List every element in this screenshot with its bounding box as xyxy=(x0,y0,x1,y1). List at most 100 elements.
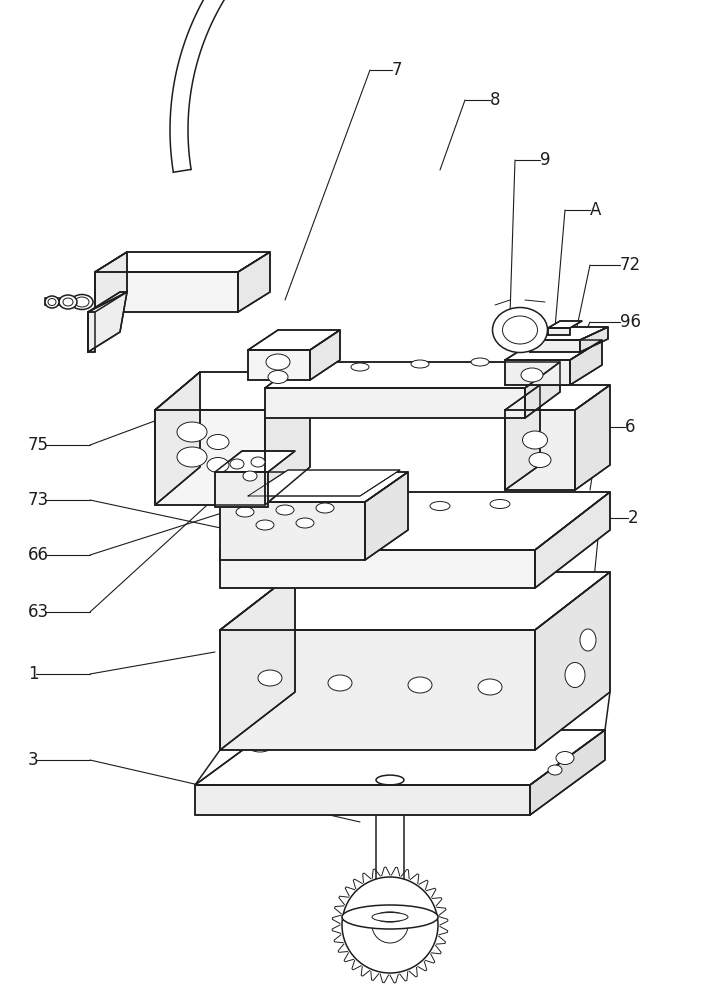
Polygon shape xyxy=(220,572,610,630)
Text: 7: 7 xyxy=(392,61,403,79)
Ellipse shape xyxy=(266,354,290,370)
Polygon shape xyxy=(220,502,365,560)
Polygon shape xyxy=(580,327,608,352)
Text: 72: 72 xyxy=(620,256,641,274)
Text: 9: 9 xyxy=(540,151,551,169)
Ellipse shape xyxy=(503,316,538,344)
Polygon shape xyxy=(248,330,340,350)
Polygon shape xyxy=(220,550,535,588)
Ellipse shape xyxy=(430,502,450,510)
Ellipse shape xyxy=(408,677,432,693)
Polygon shape xyxy=(88,292,127,352)
Ellipse shape xyxy=(251,457,265,467)
Text: 75: 75 xyxy=(28,436,49,454)
Ellipse shape xyxy=(258,670,282,686)
Ellipse shape xyxy=(529,452,551,468)
Polygon shape xyxy=(365,472,408,560)
Ellipse shape xyxy=(328,675,352,691)
Ellipse shape xyxy=(296,518,314,528)
Ellipse shape xyxy=(268,370,288,383)
Polygon shape xyxy=(265,388,525,418)
Circle shape xyxy=(372,907,408,943)
Ellipse shape xyxy=(45,296,59,308)
Polygon shape xyxy=(505,385,610,410)
Polygon shape xyxy=(530,340,580,352)
Text: 63: 63 xyxy=(28,603,49,621)
Ellipse shape xyxy=(479,729,501,739)
Polygon shape xyxy=(505,360,570,385)
Ellipse shape xyxy=(351,363,369,371)
Ellipse shape xyxy=(365,504,385,512)
Text: A: A xyxy=(590,201,601,219)
Ellipse shape xyxy=(556,752,574,764)
Polygon shape xyxy=(530,327,608,340)
Ellipse shape xyxy=(580,629,596,651)
Ellipse shape xyxy=(75,297,89,307)
Ellipse shape xyxy=(243,471,257,481)
Text: 1: 1 xyxy=(28,665,39,683)
Ellipse shape xyxy=(419,732,441,742)
Polygon shape xyxy=(248,350,310,380)
Ellipse shape xyxy=(48,298,56,306)
Polygon shape xyxy=(155,372,200,505)
Polygon shape xyxy=(155,372,310,410)
Text: 96: 96 xyxy=(620,313,641,331)
Text: 8: 8 xyxy=(490,91,500,109)
Ellipse shape xyxy=(521,368,543,382)
Text: 3: 3 xyxy=(28,751,39,769)
Polygon shape xyxy=(155,410,265,505)
Polygon shape xyxy=(215,451,295,472)
Polygon shape xyxy=(505,385,540,490)
Polygon shape xyxy=(220,472,408,502)
Polygon shape xyxy=(215,472,268,507)
Ellipse shape xyxy=(376,912,404,922)
Text: 73: 73 xyxy=(28,491,49,509)
Ellipse shape xyxy=(471,358,489,366)
Ellipse shape xyxy=(523,431,548,449)
Polygon shape xyxy=(195,730,605,785)
Ellipse shape xyxy=(230,459,244,469)
Text: 66: 66 xyxy=(28,546,49,564)
Polygon shape xyxy=(265,362,560,388)
Polygon shape xyxy=(265,372,310,505)
Ellipse shape xyxy=(250,508,270,516)
Ellipse shape xyxy=(59,295,77,309)
Ellipse shape xyxy=(256,520,274,530)
Polygon shape xyxy=(530,730,605,815)
Polygon shape xyxy=(535,572,610,750)
Polygon shape xyxy=(310,330,340,380)
Ellipse shape xyxy=(493,308,548,353)
Polygon shape xyxy=(220,572,295,750)
Polygon shape xyxy=(238,252,270,312)
Ellipse shape xyxy=(300,506,320,514)
Ellipse shape xyxy=(478,679,502,695)
Text: 2: 2 xyxy=(628,509,638,527)
Polygon shape xyxy=(548,321,582,328)
Ellipse shape xyxy=(236,507,254,517)
Polygon shape xyxy=(88,312,95,352)
Ellipse shape xyxy=(490,499,510,508)
Ellipse shape xyxy=(376,775,404,785)
Ellipse shape xyxy=(372,912,408,922)
Ellipse shape xyxy=(299,737,321,747)
Polygon shape xyxy=(535,492,610,588)
Polygon shape xyxy=(575,385,610,490)
Ellipse shape xyxy=(565,662,585,688)
Ellipse shape xyxy=(207,458,229,473)
Polygon shape xyxy=(505,410,575,490)
Ellipse shape xyxy=(316,503,334,513)
Text: 6: 6 xyxy=(625,418,636,436)
Polygon shape xyxy=(195,785,530,815)
Polygon shape xyxy=(95,252,127,312)
Ellipse shape xyxy=(177,422,207,442)
Polygon shape xyxy=(88,292,127,312)
Polygon shape xyxy=(570,340,602,385)
Polygon shape xyxy=(248,470,400,496)
Ellipse shape xyxy=(249,742,271,752)
Polygon shape xyxy=(525,362,560,418)
Ellipse shape xyxy=(411,360,429,368)
Ellipse shape xyxy=(63,298,73,306)
Ellipse shape xyxy=(207,434,229,450)
Polygon shape xyxy=(95,252,270,272)
Polygon shape xyxy=(548,328,570,335)
